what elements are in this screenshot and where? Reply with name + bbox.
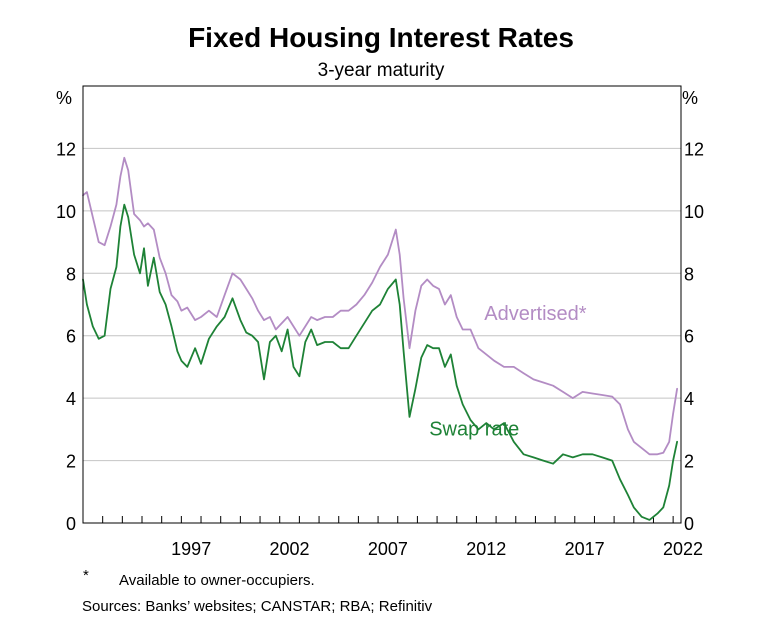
y-tick-label-right: 2 <box>684 452 694 472</box>
x-tick-label: 2012 <box>466 539 506 559</box>
y-tick-label-right: 10 <box>684 202 704 222</box>
y-tick-label-left: 4 <box>66 389 76 409</box>
gridlines <box>83 147 681 462</box>
chart-canvas: Fixed Housing Interest Rates 3-year matu… <box>56 22 704 559</box>
series-line-0 <box>82 156 678 456</box>
y-tick-label-left: 0 <box>66 514 76 534</box>
series-label-0: Advertised* <box>484 303 586 325</box>
y-tick-label-right: 8 <box>684 264 694 284</box>
footnote-sources: Sources: Banks’ websites; CANSTAR; RBA; … <box>82 598 433 615</box>
y-tick-label-right: 4 <box>684 389 694 409</box>
series-label-1: Swap rate <box>429 419 519 441</box>
footnote-star-symbol: * <box>83 567 89 584</box>
footnote-availability: Available to owner-occupiers. <box>119 572 315 589</box>
x-tick-label: 2017 <box>565 539 605 559</box>
series-lines <box>82 156 678 521</box>
chart-title: Fixed Housing Interest Rates <box>188 22 574 53</box>
y-tick-label-left: 6 <box>66 327 76 347</box>
y-tick-label-left: 10 <box>56 202 76 222</box>
x-tick-label: 1997 <box>171 539 211 559</box>
y-tick-label-left: 12 <box>56 139 76 159</box>
x-tick-label: 2022 <box>663 539 703 559</box>
chart-subtitle: 3-year maturity <box>318 60 445 81</box>
plot-frame <box>82 85 682 524</box>
x-tick-label: 2002 <box>270 539 310 559</box>
y-tick-label-left: 8 <box>66 264 76 284</box>
y-axis-unit-left: % <box>56 88 72 108</box>
y-tick-label-right: 6 <box>684 327 694 347</box>
y-tick-label-right: 0 <box>684 514 694 534</box>
axis-ticks <box>82 516 674 523</box>
y-axis-unit-right: % <box>682 88 698 108</box>
y-tick-label-right: 12 <box>684 139 704 159</box>
x-tick-label: 2007 <box>368 539 408 559</box>
series-annotations: Advertised* Swap rate <box>429 303 587 440</box>
tick-labels: 0 0 2 2 4 4 6 6 8 8 10 10 12 12 1997 2002 2007 2012 2017 20… <box>56 139 704 559</box>
series-line-1 <box>82 203 678 521</box>
y-tick-label-left: 2 <box>66 452 76 472</box>
